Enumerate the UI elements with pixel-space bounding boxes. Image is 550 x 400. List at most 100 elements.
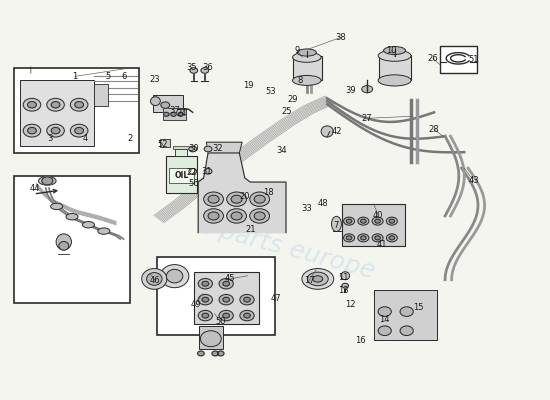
Ellipse shape [307, 272, 328, 286]
Circle shape [358, 234, 369, 242]
Bar [94, 84, 108, 106]
Ellipse shape [378, 75, 411, 86]
Circle shape [358, 217, 369, 225]
Ellipse shape [297, 49, 316, 56]
Text: 31: 31 [201, 167, 212, 176]
Text: 15: 15 [414, 303, 424, 312]
Text: OIL: OIL [174, 171, 189, 180]
Text: 11: 11 [338, 273, 349, 282]
Circle shape [189, 146, 196, 152]
Text: 53: 53 [265, 87, 276, 96]
Text: 23: 23 [149, 75, 160, 84]
Ellipse shape [313, 276, 323, 282]
Text: 45: 45 [225, 274, 235, 284]
Ellipse shape [151, 97, 161, 106]
Circle shape [47, 124, 64, 137]
Bar [379, 54, 411, 80]
Ellipse shape [332, 216, 342, 232]
Text: 40: 40 [373, 211, 383, 220]
Circle shape [70, 98, 88, 111]
Text: 49: 49 [190, 300, 201, 309]
Circle shape [217, 351, 224, 356]
Circle shape [70, 124, 88, 137]
Circle shape [42, 177, 53, 185]
Text: 18: 18 [263, 188, 274, 197]
Circle shape [240, 294, 254, 305]
Circle shape [198, 310, 212, 321]
Text: 56: 56 [189, 179, 199, 188]
Circle shape [198, 294, 212, 305]
Bar [14, 176, 130, 303]
Ellipse shape [293, 52, 321, 62]
Text: 7: 7 [334, 222, 339, 230]
Ellipse shape [341, 272, 350, 280]
Ellipse shape [82, 222, 95, 228]
Circle shape [161, 102, 169, 108]
Circle shape [375, 236, 381, 240]
Text: 35: 35 [186, 63, 197, 72]
Bar [194, 272, 259, 324]
Text: 43: 43 [468, 176, 479, 185]
Text: 38: 38 [336, 33, 346, 42]
Text: 14: 14 [379, 315, 390, 324]
Circle shape [389, 219, 394, 223]
Circle shape [254, 212, 265, 220]
Circle shape [231, 195, 242, 203]
Circle shape [47, 98, 64, 111]
Bar [374, 290, 437, 340]
Circle shape [23, 124, 41, 137]
Circle shape [164, 112, 169, 116]
Circle shape [201, 68, 208, 73]
Text: 8: 8 [297, 76, 302, 85]
Text: 51: 51 [469, 55, 479, 64]
Bar [166, 156, 196, 193]
Text: 16: 16 [355, 336, 365, 345]
Circle shape [386, 234, 397, 242]
Ellipse shape [384, 46, 405, 54]
Bar [20, 80, 94, 146]
Text: 2: 2 [127, 134, 132, 143]
Bar [439, 46, 477, 73]
Text: 34: 34 [276, 146, 287, 155]
Text: 1: 1 [72, 72, 78, 81]
Text: 21: 21 [245, 225, 256, 234]
Ellipse shape [56, 234, 72, 250]
Circle shape [223, 313, 229, 318]
Bar [153, 95, 183, 112]
Bar [14, 68, 140, 153]
Bar [157, 257, 275, 335]
Text: 20: 20 [240, 192, 250, 200]
Text: 24: 24 [177, 109, 187, 118]
Circle shape [28, 128, 36, 134]
Ellipse shape [98, 228, 110, 234]
Circle shape [342, 283, 349, 288]
Circle shape [219, 278, 233, 289]
Text: 27: 27 [362, 114, 372, 123]
Polygon shape [206, 142, 242, 153]
Bar [169, 168, 194, 183]
Text: 50: 50 [215, 317, 226, 326]
Circle shape [197, 351, 204, 356]
Text: 39: 39 [345, 86, 356, 95]
Circle shape [198, 278, 212, 289]
Text: 44: 44 [30, 184, 40, 193]
Text: 29: 29 [287, 95, 298, 104]
Ellipse shape [59, 242, 69, 250]
Circle shape [51, 102, 60, 108]
Circle shape [223, 297, 229, 302]
Circle shape [361, 236, 366, 240]
Ellipse shape [321, 126, 333, 137]
Bar [175, 149, 187, 156]
Circle shape [28, 102, 36, 108]
Ellipse shape [378, 50, 411, 61]
Text: 33: 33 [301, 204, 312, 213]
Circle shape [231, 212, 242, 220]
Circle shape [223, 281, 229, 286]
Bar [293, 56, 322, 80]
Text: 22: 22 [186, 168, 197, 177]
Bar [163, 108, 185, 120]
Text: 10: 10 [386, 46, 397, 55]
Circle shape [386, 217, 397, 225]
Circle shape [204, 146, 212, 152]
Circle shape [244, 297, 250, 302]
